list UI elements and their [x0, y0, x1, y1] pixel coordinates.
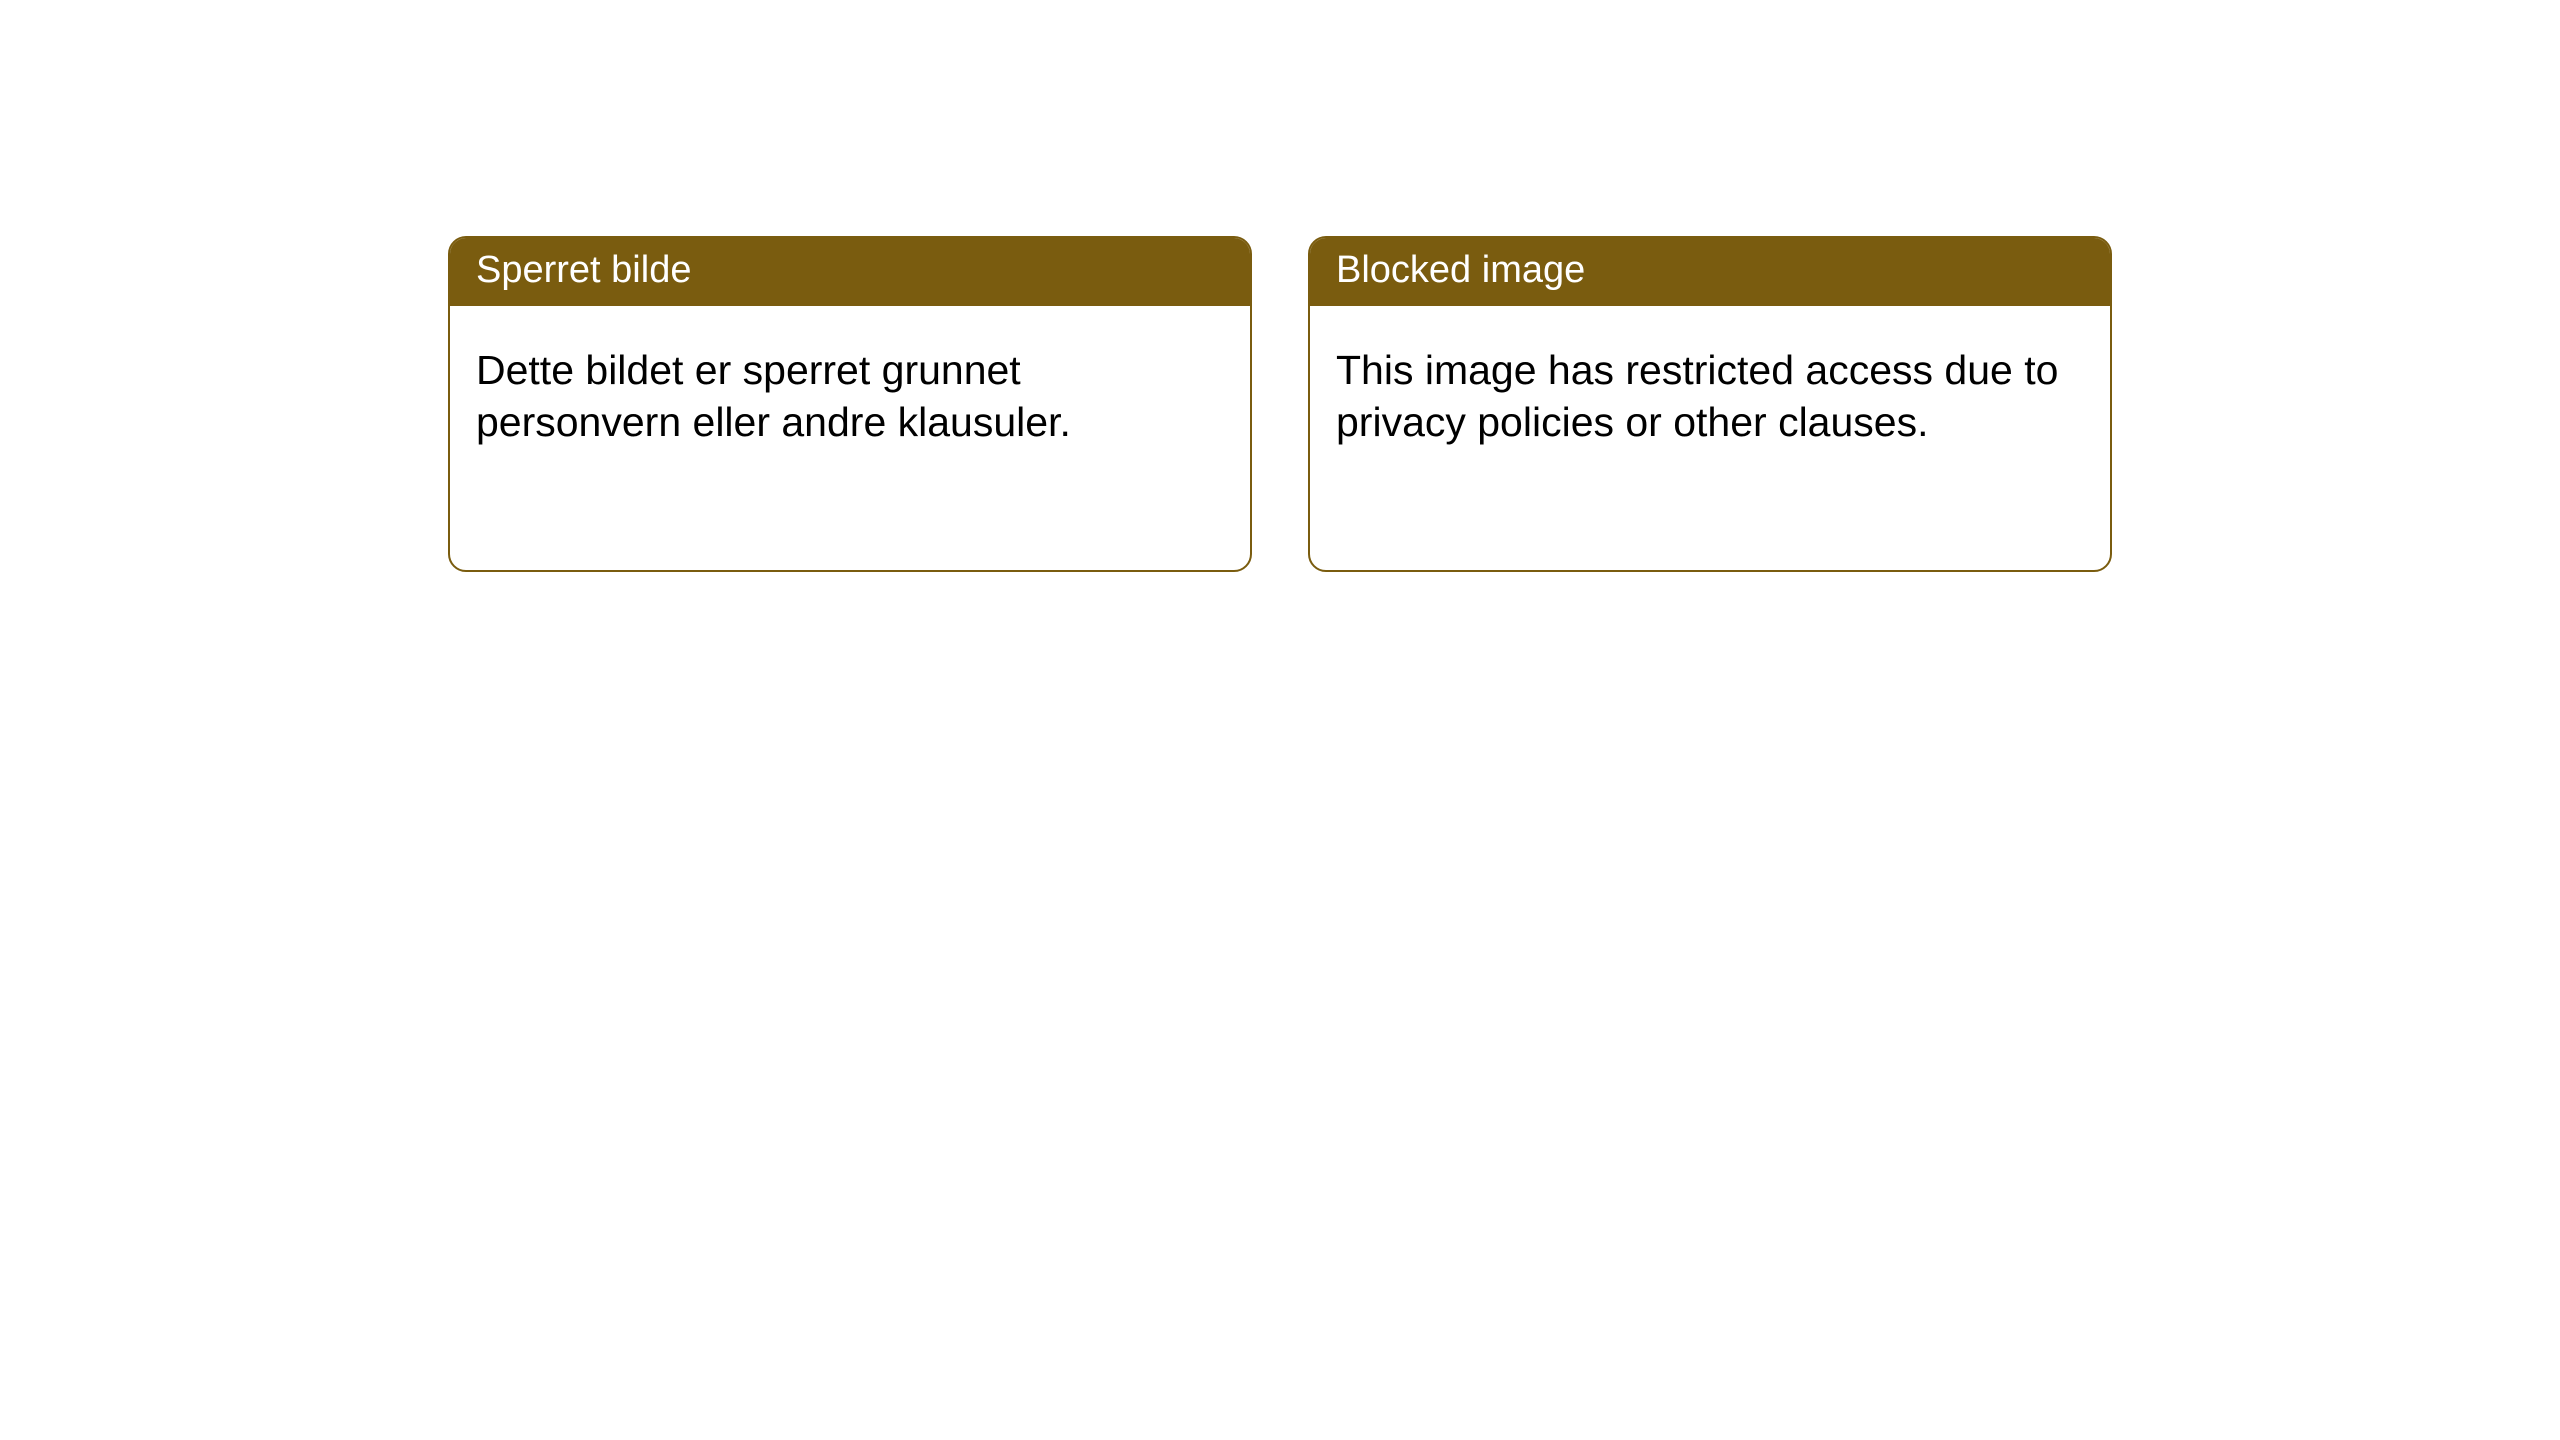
notice-message: Dette bildet er sperret grunnet personve…: [450, 306, 1250, 475]
notice-container: Sperret bilde Dette bildet er sperret gr…: [0, 0, 2560, 572]
notice-header: Sperret bilde: [450, 238, 1250, 306]
notice-box-english: Blocked image This image has restricted …: [1308, 236, 2112, 572]
notice-header: Blocked image: [1310, 238, 2110, 306]
notice-box-norwegian: Sperret bilde Dette bildet er sperret gr…: [448, 236, 1252, 572]
notice-message: This image has restricted access due to …: [1310, 306, 2110, 475]
